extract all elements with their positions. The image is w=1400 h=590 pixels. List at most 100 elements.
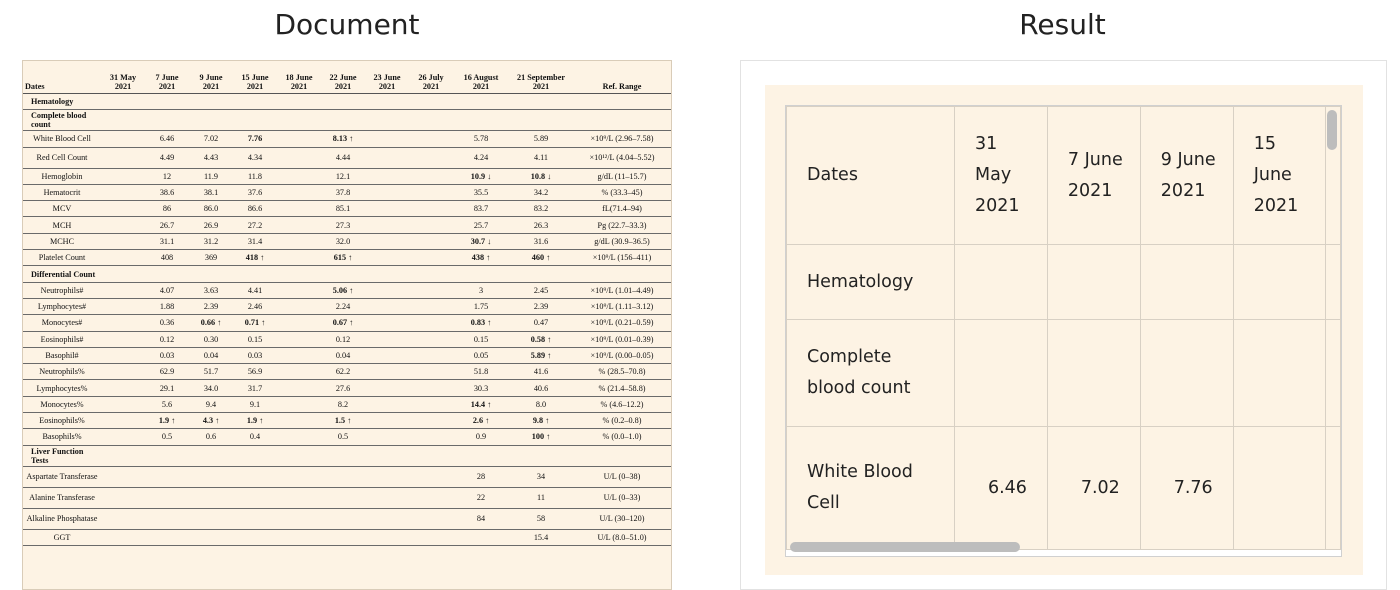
value-cell — [321, 487, 365, 509]
value-cell — [277, 200, 321, 218]
value-cell — [101, 379, 145, 397]
value-cell: 32.0 — [321, 233, 365, 251]
empty-cell — [573, 445, 671, 467]
value-cell: 2.39 — [189, 298, 233, 316]
reference-range: % (0.2–0.8) — [573, 412, 671, 430]
section-row: Complete blood count — [23, 109, 671, 132]
value-cell — [145, 487, 189, 509]
value-cell — [101, 130, 145, 148]
value-cell: 28 — [453, 466, 509, 488]
value-cell: 1.9 ↑ — [233, 412, 277, 430]
value-cell — [233, 487, 277, 509]
value-cell — [365, 347, 409, 365]
empty-cell — [321, 93, 365, 111]
empty-cell — [189, 445, 233, 467]
value-cell: 438 ↑ — [453, 249, 509, 267]
value-cell — [321, 466, 365, 488]
empty-cell — [233, 445, 277, 467]
empty-cell — [277, 265, 321, 283]
value-cell — [277, 147, 321, 169]
value-cell — [189, 529, 233, 546]
value-cell — [277, 130, 321, 148]
value-cell: 31.6 — [509, 233, 573, 251]
horizontal-scrollbar-thumb[interactable] — [790, 542, 1020, 552]
value-cell — [101, 184, 145, 202]
value-cell: 9.8 ↑ — [509, 412, 573, 430]
row-label: Basophils% — [23, 428, 101, 446]
value-cell: 1.75 — [453, 298, 509, 316]
value-cell — [365, 147, 409, 169]
value-cell — [233, 529, 277, 546]
value-cell: 86.6 — [233, 200, 277, 218]
result-table-viewport[interactable]: Dates 31 May 2021 7 June 2021 9 June 2021 15… — [785, 105, 1342, 557]
value-cell — [365, 363, 409, 381]
value-cell: 86.0 — [189, 200, 233, 218]
value-cell: 4.34 — [233, 147, 277, 169]
value-cell — [365, 508, 409, 530]
value-cell: 9.1 — [233, 396, 277, 414]
value-cell: 83.2 — [509, 200, 573, 218]
value-cell: 37.6 — [233, 184, 277, 202]
table-row: GGT 15.4 U/L (8.0–51.0) — [23, 529, 671, 546]
empty-cell — [189, 265, 233, 283]
date-column-header: 9 June 2021 — [189, 61, 233, 94]
value-cell — [365, 379, 409, 397]
row-label: Eosinophils% — [23, 412, 101, 430]
value-cell: 27.3 — [321, 216, 365, 234]
value-cell — [409, 331, 453, 348]
value-cell — [277, 396, 321, 414]
value-cell — [365, 282, 409, 299]
value-cell — [409, 168, 453, 185]
empty-cell — [509, 93, 573, 111]
row-label: Aspartate Transferase — [23, 466, 101, 488]
value-cell: 3 — [453, 282, 509, 299]
value-cell: 0.04 — [321, 347, 365, 365]
value-cell: 0.15 — [453, 331, 509, 348]
result-background: Dates 31 May 2021 7 June 2021 9 June 2021 15… — [765, 85, 1363, 575]
reference-range: ×10⁹/L (0.21–0.59) — [573, 314, 671, 332]
value-cell — [409, 216, 453, 234]
value-cell: 58 — [509, 508, 573, 530]
value-cell: 25.7 — [453, 216, 509, 234]
row-label: Alanine Transferase — [23, 487, 101, 509]
value-cell — [1046, 244, 1141, 320]
row-label: MCHC — [23, 233, 101, 251]
empty-cell — [189, 93, 233, 111]
section-row: Differential Count — [23, 265, 671, 283]
table-row: Complete blood count — [786, 319, 1341, 427]
dates-header: Dates — [786, 106, 956, 245]
value-cell: 31.7 — [233, 379, 277, 397]
table-row: Basophil# 0.03 0.04 0.03 0.04 0.05 5.89 ↑ ×10⁹/… — [23, 347, 671, 365]
value-cell: 418 ↑ — [233, 249, 277, 267]
value-cell — [409, 508, 453, 530]
value-cell: 10.8 ↓ — [509, 168, 573, 185]
value-cell: 3.63 — [189, 282, 233, 299]
vertical-scrollbar-thumb[interactable] — [1327, 110, 1337, 150]
value-cell: 5.6 — [145, 396, 189, 414]
row-label: Alkaline Phosphatase — [23, 508, 101, 530]
date-column-header: 7 June 2021 — [1046, 106, 1141, 245]
value-cell: 26.7 — [145, 216, 189, 234]
value-cell: 85.1 — [321, 200, 365, 218]
empty-cell — [277, 93, 321, 111]
value-cell: 8.13 ↑ — [321, 130, 365, 148]
empty-cell — [145, 109, 189, 132]
value-cell: 6.46 — [145, 130, 189, 148]
value-cell — [101, 200, 145, 218]
row-label: Lymphocytes% — [23, 379, 101, 397]
value-cell — [409, 428, 453, 446]
row-label: Neutrophils# — [23, 282, 101, 299]
value-cell — [409, 379, 453, 397]
value-cell: 369 — [189, 249, 233, 267]
value-cell: 86 — [145, 200, 189, 218]
empty-cell — [453, 109, 509, 132]
value-cell — [409, 200, 453, 218]
value-cell: 38.6 — [145, 184, 189, 202]
value-cell: 30.7 ↓ — [453, 233, 509, 251]
value-cell — [409, 529, 453, 546]
value-cell — [409, 233, 453, 251]
section-row: Hematology — [23, 93, 671, 111]
date-column-header: 9 June 2021 — [1139, 106, 1234, 245]
value-cell — [365, 184, 409, 202]
value-cell: 1.5 ↑ — [321, 412, 365, 430]
